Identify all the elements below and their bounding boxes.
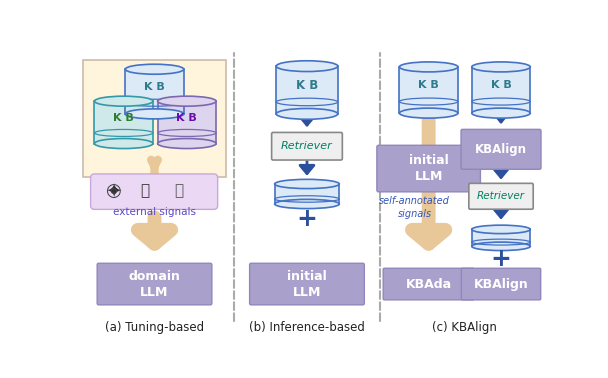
- FancyBboxPatch shape: [377, 145, 480, 192]
- Bar: [276, 66, 338, 114]
- Ellipse shape: [276, 108, 338, 119]
- Text: self-annotated
signals: self-annotated signals: [379, 196, 450, 220]
- Text: KBAlign: KBAlign: [474, 277, 528, 291]
- Text: KBAda: KBAda: [406, 277, 452, 291]
- Text: external signals: external signals: [113, 207, 196, 217]
- Ellipse shape: [275, 179, 339, 189]
- Text: Retriever: Retriever: [477, 191, 525, 201]
- FancyBboxPatch shape: [469, 183, 533, 209]
- Text: K B: K B: [176, 113, 197, 123]
- Bar: [472, 229, 530, 246]
- Text: (b) Inference-based: (b) Inference-based: [249, 321, 365, 334]
- Ellipse shape: [472, 225, 530, 234]
- Ellipse shape: [399, 62, 458, 72]
- Text: 📄: 📄: [174, 183, 184, 198]
- Bar: [472, 67, 530, 113]
- Text: ✦: ✦: [105, 181, 121, 200]
- Text: 🧑: 🧑: [140, 183, 150, 198]
- Text: initial
LLM: initial LLM: [287, 270, 327, 299]
- Ellipse shape: [275, 199, 339, 209]
- Text: K B: K B: [144, 82, 165, 92]
- Text: K B: K B: [491, 81, 511, 90]
- FancyBboxPatch shape: [83, 60, 226, 177]
- Bar: [275, 184, 339, 204]
- Text: (a) Tuning-based: (a) Tuning-based: [105, 321, 204, 334]
- Text: Retriever: Retriever: [281, 141, 333, 151]
- Ellipse shape: [399, 108, 458, 118]
- Text: KBAlign: KBAlign: [475, 143, 527, 156]
- Bar: [125, 69, 184, 114]
- Text: +: +: [491, 248, 511, 271]
- Text: K B: K B: [418, 81, 439, 90]
- Ellipse shape: [472, 62, 530, 72]
- Text: +: +: [297, 207, 317, 231]
- Text: domain
LLM: domain LLM: [128, 270, 181, 299]
- Ellipse shape: [276, 61, 338, 71]
- Bar: [399, 67, 458, 113]
- Ellipse shape: [472, 108, 530, 118]
- Ellipse shape: [125, 109, 184, 119]
- Ellipse shape: [94, 96, 153, 106]
- Bar: [157, 101, 216, 144]
- Ellipse shape: [157, 96, 216, 106]
- Ellipse shape: [157, 138, 216, 149]
- FancyBboxPatch shape: [97, 263, 212, 305]
- Text: (c) KBAlign: (c) KBAlign: [432, 321, 497, 334]
- FancyBboxPatch shape: [461, 268, 541, 300]
- FancyBboxPatch shape: [461, 129, 541, 169]
- Text: initial
LLM: initial LLM: [409, 154, 449, 183]
- Text: K B: K B: [113, 113, 134, 123]
- Ellipse shape: [94, 138, 153, 149]
- Ellipse shape: [125, 64, 184, 74]
- FancyBboxPatch shape: [272, 132, 342, 160]
- Bar: [94, 101, 153, 144]
- FancyBboxPatch shape: [383, 268, 474, 300]
- Text: ◎: ◎: [105, 182, 121, 200]
- FancyBboxPatch shape: [250, 263, 364, 305]
- Text: K B: K B: [296, 79, 318, 92]
- Ellipse shape: [472, 242, 530, 251]
- FancyBboxPatch shape: [91, 174, 218, 209]
